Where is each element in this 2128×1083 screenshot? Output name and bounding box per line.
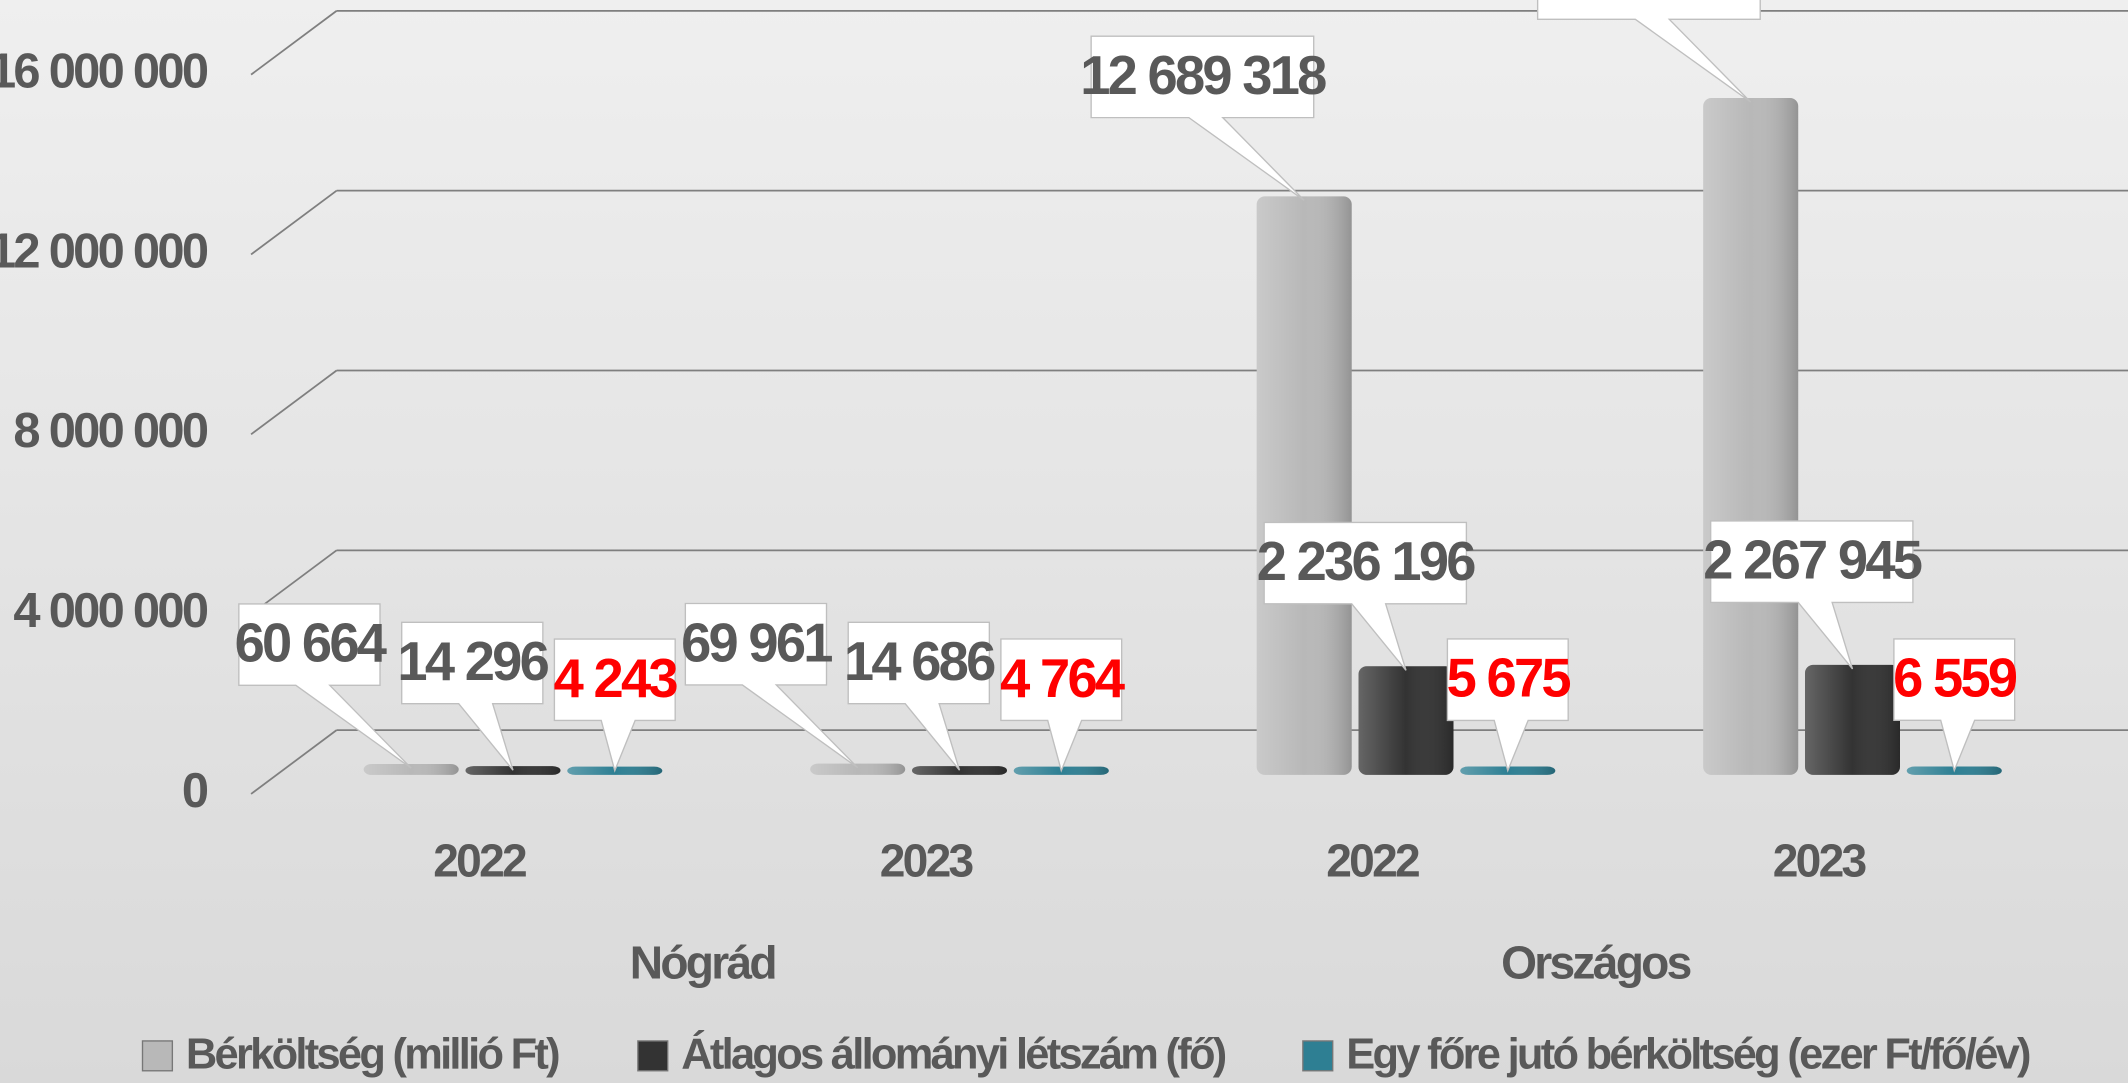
y-tick-label: 8 000 000 <box>13 404 207 458</box>
bar-shade <box>1256 196 1352 775</box>
bar-group <box>912 766 1007 775</box>
legend-swatch <box>1302 1040 1334 1072</box>
y-tick-label: 4 000 000 <box>13 584 207 638</box>
bar-group <box>363 764 459 775</box>
callout <box>1536 0 1761 103</box>
data-label: 5 675 <box>1447 648 1571 709</box>
x-tick-label: 2022 <box>433 835 526 887</box>
data-label: 4 243 <box>554 648 678 709</box>
data-label: 2 267 945 <box>1703 530 1922 591</box>
callout <box>847 621 991 771</box>
callout <box>1000 638 1123 773</box>
x-tick-label: 2022 <box>1326 835 1419 887</box>
bar-group <box>1703 98 1799 775</box>
x-tick-label: 2023 <box>1773 835 1866 887</box>
callout <box>401 621 544 771</box>
group-label: Országos <box>1501 936 1691 988</box>
legend-label: Egy főre jutó bérköltség (ezer Ft/fő/év) <box>1346 1031 2030 1079</box>
bar-shade <box>465 766 561 775</box>
bar-shade <box>1703 98 1799 775</box>
callout <box>1090 35 1315 201</box>
data-label: 60 664 <box>235 613 387 674</box>
callout <box>684 602 859 769</box>
group-label: Nógrád <box>630 936 776 988</box>
bar-shade <box>363 764 459 775</box>
bar-shade <box>1805 664 1900 775</box>
bar-group <box>1358 666 1454 775</box>
callout <box>1446 638 1569 773</box>
bar-group <box>1805 664 1900 775</box>
grid-side <box>250 729 338 795</box>
y-tick-label: 12 000 000 <box>0 224 208 278</box>
callout <box>1710 520 1914 670</box>
legend-swatch <box>637 1040 669 1072</box>
legend-label: Bérköltség (millió Ft) <box>186 1031 559 1079</box>
callout <box>1263 521 1468 671</box>
grid-side <box>250 369 338 435</box>
x-tick-label: 2023 <box>880 835 973 887</box>
grid-side <box>250 189 338 256</box>
legend-label: Átlagos állományi létszám (fő) <box>681 1031 1226 1079</box>
grid-side <box>250 10 338 76</box>
bar-shade <box>810 763 906 775</box>
bar-shade <box>1358 666 1454 775</box>
data-label: 4 764 <box>1000 648 1125 709</box>
y-tick-label: 16 000 000 <box>0 45 208 99</box>
callout <box>1893 638 2016 773</box>
data-label: 69 961 <box>681 612 832 673</box>
callout <box>238 603 412 769</box>
bar-shade <box>912 766 1007 775</box>
data-label: 14 875 898 <box>1527 0 1773 8</box>
y-tick-label: 0 <box>182 764 208 818</box>
data-label: 14 296 <box>397 631 548 692</box>
data-label: 12 689 318 <box>1080 45 1326 106</box>
callout <box>553 638 676 773</box>
data-label: 6 559 <box>1893 648 2017 709</box>
bar-group <box>810 763 906 775</box>
data-label: 2 236 196 <box>1257 531 1476 592</box>
bar-group <box>1256 196 1352 775</box>
bar-group <box>465 766 561 775</box>
data-label: 14 686 <box>844 631 995 692</box>
legend-swatch <box>141 1040 174 1072</box>
